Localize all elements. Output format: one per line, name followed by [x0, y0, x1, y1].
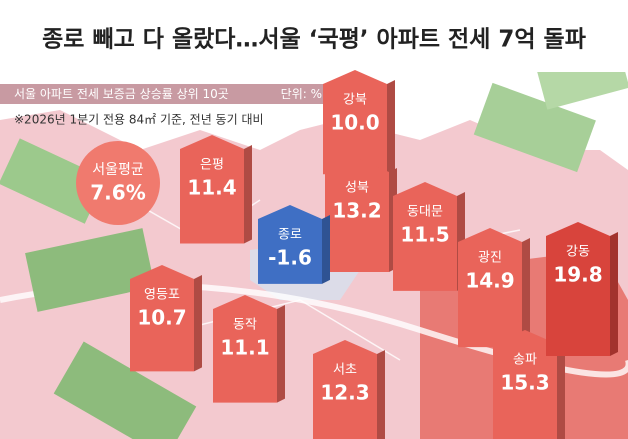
district-label: 서초 [333, 363, 357, 378]
pillar-group: 성북 13.2 [325, 158, 397, 272]
note: ※2026년 1분기 전용 84㎡ 기준, 전년 동기 대비 [14, 113, 264, 127]
district-label: 동작 [233, 318, 257, 333]
pillar-group: 송파 15.3 [493, 330, 565, 439]
pillar-group: 동작 11.1 [213, 295, 285, 403]
pillar-side [194, 275, 202, 372]
average-label: 서울평균 [92, 162, 144, 178]
pillar [323, 70, 387, 175]
pillar [130, 265, 194, 372]
chart-subtitle: 서울 아파트 전세 보증금 상승률 상위 10곳 [14, 87, 229, 101]
pillar-group: 동대문 11.5 [393, 182, 465, 291]
value-label: 10.0 [330, 111, 379, 135]
pillar-side [387, 80, 395, 175]
pillar [313, 340, 377, 439]
pillar-group: 서초 12.3 [313, 340, 385, 439]
pillar-group: 광진 14.9 [458, 228, 530, 348]
pillar-side [610, 232, 618, 356]
value-label: 13.2 [332, 199, 381, 223]
value-label: 11.5 [400, 223, 449, 247]
pillar-group: 강북 10.0 [323, 70, 395, 175]
value-label: 14.9 [465, 269, 514, 293]
district-label: 동대문 [407, 205, 443, 220]
pillar-side [522, 238, 530, 348]
pillar [546, 222, 610, 356]
value-label: 12.3 [320, 381, 369, 405]
pillars: 강북 10.0 은평 11.4 성북 13.2 종로 -1.6 동대문 11.5 영등포 10.7 동작… [130, 70, 618, 439]
pillar-group: 종로 -1.6 [258, 205, 330, 284]
pillar-side [557, 340, 565, 439]
pillar-side [322, 215, 330, 284]
pillar [180, 135, 244, 244]
pillar [258, 205, 322, 284]
district-label: 송파 [513, 353, 537, 368]
header-bg [0, 0, 628, 72]
district-label: 광진 [478, 251, 502, 266]
pillar [325, 158, 389, 272]
chart-title: 종로 빼고 다 올랐다…서울 ‘국평’ 아파트 전세 7억 돌파 [42, 27, 586, 53]
value-label: 19.8 [553, 263, 602, 287]
value-label: -1.6 [268, 246, 312, 270]
pillar-group: 영등포 10.7 [130, 265, 202, 372]
value-label: 15.3 [500, 371, 549, 395]
value-label: 10.7 [137, 306, 186, 330]
pillar-group: 강동 19.8 [546, 222, 618, 356]
pillar-side [377, 350, 385, 439]
pillar-side [277, 305, 285, 403]
value-label: 11.4 [187, 176, 236, 200]
district-label: 성북 [345, 181, 369, 196]
unit-label: 단위: % [281, 87, 322, 101]
pillar [493, 330, 557, 439]
pillar-side [244, 145, 252, 244]
district-label: 강동 [566, 245, 590, 260]
average-badge [76, 141, 160, 225]
pillar [213, 295, 277, 403]
average-value: 7.6% [90, 181, 145, 205]
value-label: 11.1 [220, 336, 269, 360]
subtitle-band [0, 84, 328, 104]
pillar [393, 182, 457, 291]
district-label: 종로 [278, 228, 302, 243]
district-label: 은평 [200, 158, 224, 173]
district-label: 강북 [343, 93, 367, 108]
pillar-group: 은평 11.4 [180, 135, 252, 244]
pillar [458, 228, 522, 348]
district-label: 영등포 [144, 288, 180, 303]
